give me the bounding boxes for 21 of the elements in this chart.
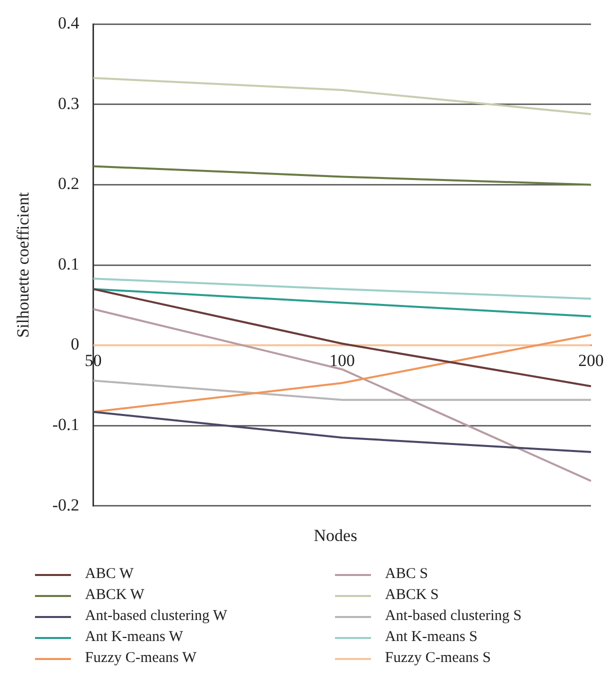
legend-label: Ant-based clustering S bbox=[385, 608, 522, 625]
y-tick-label: 0.2 bbox=[58, 174, 80, 194]
y-axis-title: Silhouette coefficient bbox=[14, 192, 33, 338]
legend-label: Ant K-means S bbox=[385, 629, 478, 646]
y-tick-label: 0.1 bbox=[58, 254, 80, 274]
legend-label: Fuzzy C-means W bbox=[85, 650, 196, 667]
legend-label: ABCK W bbox=[85, 587, 144, 604]
y-tick-label: -0.2 bbox=[52, 495, 80, 514]
x-tick-label: 200 bbox=[578, 350, 604, 370]
legend-label: Ant-based clustering W bbox=[85, 608, 228, 625]
x-tick-label: 100 bbox=[329, 350, 355, 370]
legend-label: Fuzzy C-means S bbox=[385, 650, 491, 667]
legend-label: ABC W bbox=[85, 566, 134, 583]
legend-label: Ant K-means W bbox=[85, 629, 184, 646]
y-tick-label: 0 bbox=[70, 334, 80, 354]
y-tick-label: 0.3 bbox=[58, 94, 80, 113]
y-tick-label: 0.4 bbox=[58, 14, 80, 33]
x-axis-title: Nodes bbox=[312, 526, 358, 546]
y-tick-label: -0.1 bbox=[52, 415, 80, 434]
legend-label: ABC S bbox=[385, 566, 428, 583]
legend-label: ABCK S bbox=[385, 587, 439, 604]
